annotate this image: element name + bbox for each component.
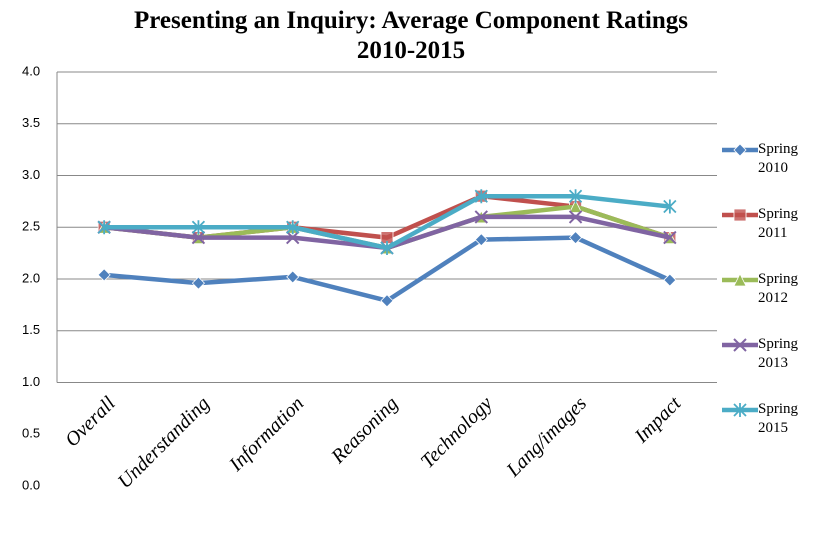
marker	[733, 403, 747, 417]
marker	[733, 273, 747, 287]
marker	[286, 220, 300, 235]
marker	[663, 230, 677, 245]
x-tick-label: Information	[224, 392, 308, 476]
y-tick-label: 3.0	[22, 167, 40, 182]
y-tick-label: 1.5	[22, 322, 40, 337]
marker	[733, 208, 747, 222]
marker	[191, 220, 206, 235]
y-tick-label: 2.0	[22, 270, 40, 285]
marker	[568, 210, 583, 224]
x-tick-label: Lang/images	[502, 392, 591, 481]
y-tick-label: 2.5	[22, 219, 40, 234]
series	[97, 189, 677, 255]
marker	[286, 230, 300, 245]
chart-title: Presenting an Inquiry: Average Component…	[134, 7, 688, 64]
x-tick-label: Overall	[61, 392, 120, 451]
marker	[568, 189, 583, 204]
legend-label: Spring 2011	[758, 206, 799, 241]
marker	[191, 230, 206, 245]
x-tick-label: Reasoning	[327, 392, 403, 468]
legend-label: Spring 2015	[758, 401, 799, 436]
marker	[663, 199, 677, 214]
y-tick-label: 3.5	[22, 115, 40, 130]
legend-label: Spring 2010	[758, 141, 799, 176]
marker	[380, 294, 394, 308]
series	[97, 231, 677, 308]
marker	[663, 273, 677, 287]
y-tick-label: 1.0	[22, 374, 40, 389]
marker	[286, 270, 300, 284]
marker	[380, 240, 394, 255]
marker	[474, 210, 488, 224]
y-tick-label: 4.0	[22, 63, 40, 78]
marker	[474, 233, 488, 247]
marker	[733, 143, 747, 157]
y-tick-label: 0.5	[22, 426, 40, 441]
legend-label: Spring 2013	[758, 336, 799, 371]
marker	[568, 199, 583, 213]
x-tick-label: Impact	[630, 392, 686, 448]
marker	[97, 268, 111, 282]
marker	[191, 276, 205, 290]
marker	[97, 220, 111, 235]
marker	[569, 231, 583, 245]
marker	[733, 338, 747, 352]
x-tick-label: Understanding	[114, 392, 214, 492]
y-tick-label: 0.0	[22, 477, 40, 492]
marker	[474, 189, 488, 204]
x-tick-label: Technology	[417, 392, 497, 472]
legend-label: Spring 2012	[758, 271, 799, 306]
